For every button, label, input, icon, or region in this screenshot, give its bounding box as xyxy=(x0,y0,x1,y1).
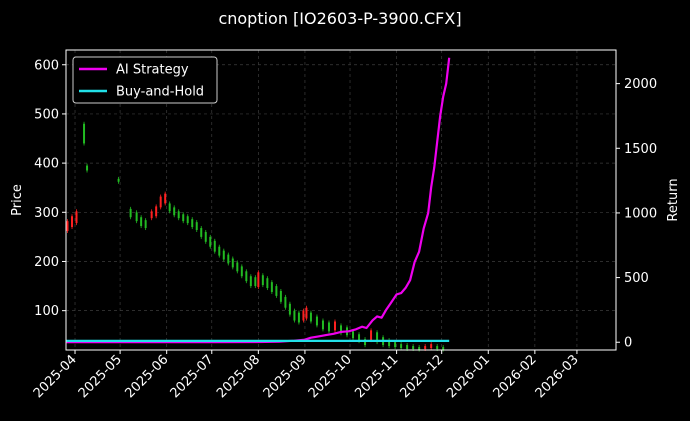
candle-body xyxy=(227,254,230,264)
candle-body xyxy=(117,178,120,182)
candle-body xyxy=(352,331,355,339)
candle-body xyxy=(86,165,89,171)
y-right-tick-label: 0 xyxy=(624,336,632,351)
candle-body xyxy=(394,342,397,348)
candle-body xyxy=(155,206,158,217)
candle-body xyxy=(288,303,291,315)
y-left-tick-label: 200 xyxy=(34,255,59,270)
candle-body xyxy=(129,208,132,218)
legend: AI Strategy Buy-and-Hold xyxy=(72,56,218,104)
y-left-tick-label: 300 xyxy=(34,206,59,221)
y-right-tick-label: 2000 xyxy=(624,77,657,92)
candle-body xyxy=(236,262,239,272)
y-left-tick-label: 600 xyxy=(34,58,59,73)
candle-body xyxy=(376,332,379,343)
y-axis-title-right: Return xyxy=(666,178,681,221)
candle-body xyxy=(424,346,427,350)
candle-body xyxy=(135,212,138,222)
candle-body xyxy=(222,250,225,260)
candle-body xyxy=(209,236,212,247)
candle-body xyxy=(293,310,296,321)
series-lines xyxy=(66,57,451,344)
candle-body xyxy=(327,322,330,332)
candle-body xyxy=(168,203,171,212)
candle-body xyxy=(164,193,167,204)
candle-body xyxy=(315,316,318,326)
legend-label: AI Strategy xyxy=(116,63,189,78)
candle-body xyxy=(284,296,287,308)
candle-body xyxy=(195,222,198,230)
candle-body xyxy=(240,266,243,277)
legend-label: Buy-and-Hold xyxy=(116,85,204,100)
candle-body xyxy=(305,307,308,319)
candle-body xyxy=(442,347,445,350)
candle-body xyxy=(140,217,143,227)
candle-body xyxy=(297,312,300,323)
candle-body xyxy=(400,344,403,349)
legend-box xyxy=(72,56,218,104)
y-axis-title-left: Price xyxy=(10,184,25,216)
candle-body xyxy=(418,347,421,350)
candle-body xyxy=(340,325,342,334)
candle-body xyxy=(364,339,367,346)
candle-body xyxy=(150,211,153,219)
candle-body xyxy=(388,340,391,347)
y-right-tick-label: 1500 xyxy=(624,142,657,157)
candle-body xyxy=(159,196,162,208)
candle-body xyxy=(173,207,176,216)
candle-body xyxy=(83,123,86,144)
candle-body xyxy=(436,346,439,350)
candle-body xyxy=(177,211,180,219)
y-left-tick-label: 400 xyxy=(34,157,59,172)
candle-body xyxy=(302,310,305,321)
candle-body xyxy=(412,346,415,350)
candle-body xyxy=(182,214,185,222)
candle-body xyxy=(370,330,373,341)
candle-body xyxy=(249,276,252,287)
candle-body xyxy=(191,219,194,228)
candle-body xyxy=(430,344,433,349)
candle-body xyxy=(245,271,248,282)
candle-body xyxy=(321,320,324,330)
candle-body xyxy=(213,240,216,252)
candle-body xyxy=(261,275,264,286)
candle-body xyxy=(257,272,260,288)
y-right-tick-label: 500 xyxy=(624,271,649,286)
candle-body xyxy=(279,290,282,302)
candle-body xyxy=(358,334,361,342)
candle-body xyxy=(218,246,221,256)
candle-body xyxy=(144,220,147,229)
candle-body xyxy=(231,258,234,268)
y-left-tick-label: 100 xyxy=(34,304,59,319)
candle-body xyxy=(75,211,78,224)
candle-body xyxy=(254,277,257,287)
candle-body xyxy=(66,221,69,231)
y-right-tick-label: 1000 xyxy=(624,206,657,221)
y-left-tick-label: 500 xyxy=(34,107,59,122)
candle-body xyxy=(333,321,336,331)
candle-body xyxy=(309,312,312,322)
candle-body xyxy=(200,228,203,237)
candle-body xyxy=(71,216,74,228)
plot-frame xyxy=(65,49,617,351)
chart-title: cnoption [IO2603-P-3900.CFX] xyxy=(218,9,461,28)
candle-body xyxy=(406,345,409,350)
candle-body xyxy=(270,282,273,292)
candle-body xyxy=(186,216,189,224)
candle-body xyxy=(266,278,269,289)
candle-body xyxy=(275,286,278,296)
candle-body xyxy=(204,231,207,242)
